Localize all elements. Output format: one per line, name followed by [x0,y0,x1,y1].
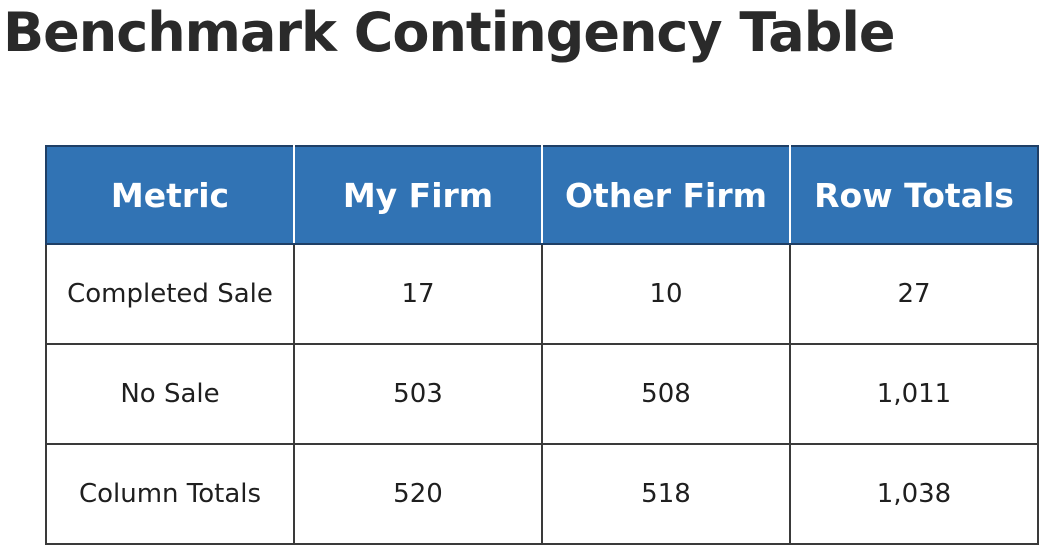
row-label: Completed Sale [45,243,295,345]
header-other-firm: Other Firm [541,145,791,245]
contingency-table: Metric My Firm Other Firm Row Totals Com… [45,145,1039,545]
cell-other-firm: 518 [541,443,791,545]
cell-other-firm: 10 [541,243,791,345]
row-label: Column Totals [45,443,295,545]
cell-my-firm: 503 [293,343,543,445]
header-row-totals: Row Totals [789,145,1039,245]
cell-row-total: 1,011 [789,343,1039,445]
header-metric: Metric [45,145,295,245]
cell-row-total: 27 [789,243,1039,345]
table-row-column-totals: Column Totals 520 518 1,038 [45,443,1039,545]
cell-my-firm: 17 [293,243,543,345]
table-row-completed-sale: Completed Sale 17 10 27 [45,243,1039,345]
table-row-no-sale: No Sale 503 508 1,011 [45,343,1039,445]
cell-row-total: 1,038 [789,443,1039,545]
table-header: Metric My Firm Other Firm Row Totals [45,145,1039,245]
header-row: Metric My Firm Other Firm Row Totals [45,145,1039,245]
page-title: Benchmark Contingency Table [3,1,896,64]
cell-my-firm: 520 [293,443,543,545]
cell-other-firm: 508 [541,343,791,445]
header-my-firm: My Firm [293,145,543,245]
row-label: No Sale [45,343,295,445]
table-body: Completed Sale 17 10 27 No Sale 503 508 … [45,243,1039,545]
